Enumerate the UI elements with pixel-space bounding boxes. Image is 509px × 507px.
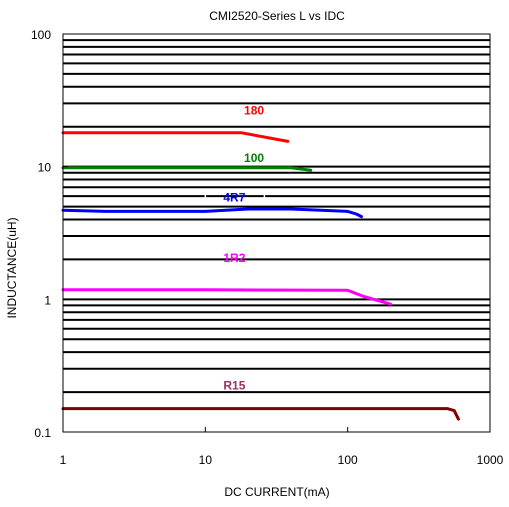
- series-label-100: 100: [244, 151, 264, 165]
- series-line-4r7: [61, 207, 363, 219]
- series-label-180: 180: [244, 104, 264, 118]
- series-line-180: [61, 131, 290, 143]
- series-label-layer: 180 100 4R7 1R2 R15: [223, 104, 264, 393]
- x-tick-label: 1000: [477, 453, 504, 467]
- x-tick-label: 10: [199, 453, 213, 467]
- y-tick-label: 1: [44, 293, 51, 307]
- grid-layer: [63, 39, 490, 394]
- x-tick-label: 1: [60, 453, 67, 467]
- series-label-1r2: 1R2: [223, 251, 245, 265]
- chart-title: CMI2520-Series L vs IDC: [209, 9, 345, 23]
- series-label-4r7: 4R7: [223, 191, 245, 205]
- y-axis-label: INDUCTANCE(uH): [5, 217, 19, 318]
- series-layer: [61, 131, 460, 421]
- series-label-r15: R15: [223, 378, 245, 392]
- plot-frame: [62, 33, 491, 433]
- series-line-1r2: [61, 288, 392, 306]
- y-tick-label: 10: [38, 161, 52, 175]
- series-line-100: [61, 166, 313, 172]
- y-tick-label: 0.1: [34, 426, 51, 440]
- tick-layer: 1 10 100 1000 0.1 1 10 100: [31, 28, 504, 467]
- x-tick-label: 100: [338, 453, 358, 467]
- series-line-r15: [61, 407, 460, 421]
- x-axis-label: DC CURRENT(mA): [224, 485, 329, 499]
- y-tick-label: 100: [31, 28, 51, 42]
